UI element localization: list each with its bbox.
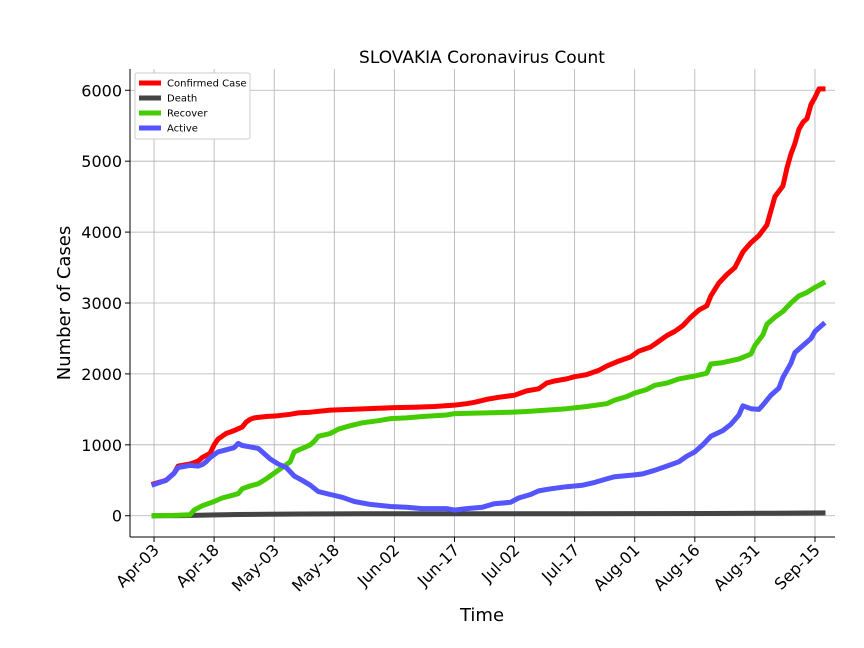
legend-label-recover: Recover xyxy=(167,109,208,120)
y-tick-label: 0 xyxy=(112,507,122,526)
series-layer xyxy=(150,86,827,519)
y-axis-title: Number of Cases xyxy=(54,226,75,381)
x-axis-title: Time xyxy=(459,605,504,626)
y-tick-label: 5000 xyxy=(81,152,122,171)
axes xyxy=(125,69,835,542)
legend: Confirmed Case Death Recover Active xyxy=(134,72,251,140)
series-line-recover xyxy=(151,279,827,519)
y-tick-label: 4000 xyxy=(81,223,122,242)
y-tick-label: 6000 xyxy=(81,81,122,100)
series-line-active xyxy=(150,320,827,513)
chart-title: SLOVAKIA Coronavirus Count xyxy=(359,48,605,68)
y-tick-label: 2000 xyxy=(81,365,122,384)
legend-box xyxy=(134,72,251,140)
y-tick-label: 3000 xyxy=(81,294,122,313)
legend-label-active: Active xyxy=(167,124,198,135)
gridlines xyxy=(130,69,835,537)
y-tick-label: 1000 xyxy=(81,436,122,455)
series-line-confirmed-case xyxy=(150,86,826,487)
y-tick-labels: 0 1000 2000 3000 4000 5000 6000 xyxy=(81,81,122,525)
legend-label-death: Death xyxy=(167,94,197,105)
legend-label-confirmed-case: Confirmed Case xyxy=(167,79,247,90)
series-line-death xyxy=(151,510,826,519)
